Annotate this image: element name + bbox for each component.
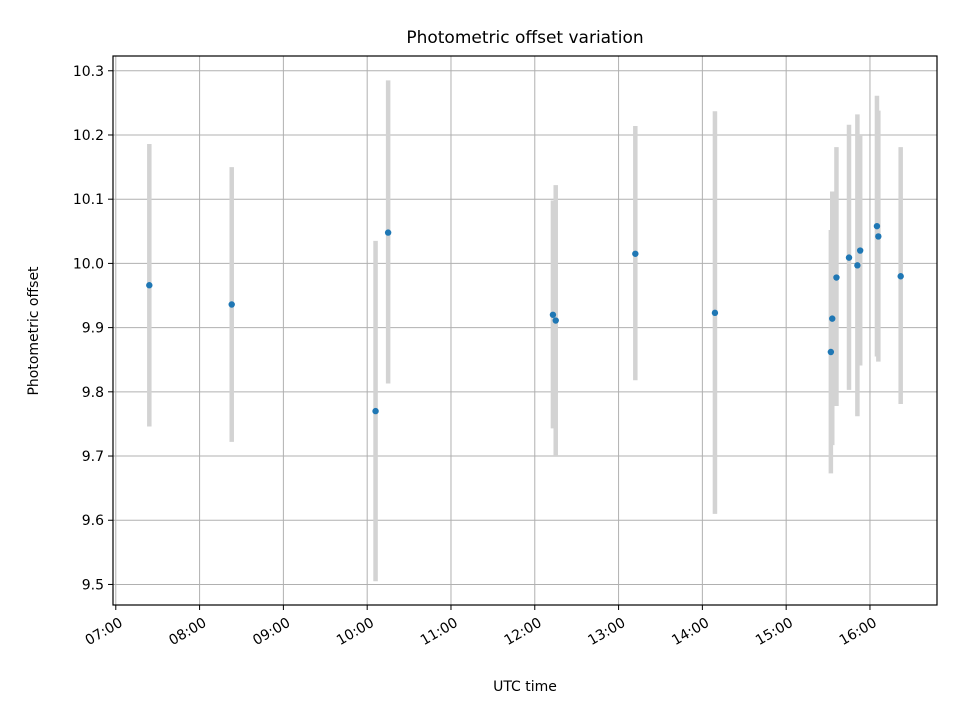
y-tick-label: 10.1 <box>73 192 104 208</box>
data-point <box>228 301 235 308</box>
data-points <box>146 222 904 415</box>
y-tick-label: 9.6 <box>82 513 104 529</box>
grid <box>113 56 937 605</box>
y-tick-label: 9.9 <box>82 321 104 337</box>
data-point <box>552 317 559 324</box>
data-point <box>549 311 557 318</box>
chart-title: Photometric offset variation <box>406 28 643 48</box>
data-point <box>829 315 836 322</box>
y-tick-label: 9.8 <box>82 385 104 401</box>
y-tick-label: 10.2 <box>73 128 104 144</box>
data-point <box>845 254 853 261</box>
data-point <box>875 233 882 240</box>
data-point <box>856 247 864 254</box>
y-tick-label: 10.0 <box>73 256 104 272</box>
data-point <box>632 250 639 257</box>
data-point <box>146 282 153 289</box>
data-point <box>873 222 881 230</box>
y-tick-label: 10.3 <box>73 64 104 80</box>
data-point <box>711 309 719 317</box>
data-point <box>827 348 835 356</box>
y-tick-label: 9.7 <box>82 449 104 465</box>
data-point <box>854 262 861 269</box>
data-point <box>897 273 904 280</box>
plot-frame <box>112 55 938 606</box>
data-point <box>372 407 379 415</box>
y-axis-ticks: 9.5 9.6 9.7 9.8 9.9 10.0 10.1 10.2 10.3 <box>73 64 113 593</box>
y-tick-label: 9.5 <box>82 577 104 593</box>
y-axis-label: Photometric offset <box>26 266 42 396</box>
x-axis-label: UTC time <box>493 679 557 695</box>
data-point <box>384 229 392 236</box>
data-point <box>833 274 840 281</box>
